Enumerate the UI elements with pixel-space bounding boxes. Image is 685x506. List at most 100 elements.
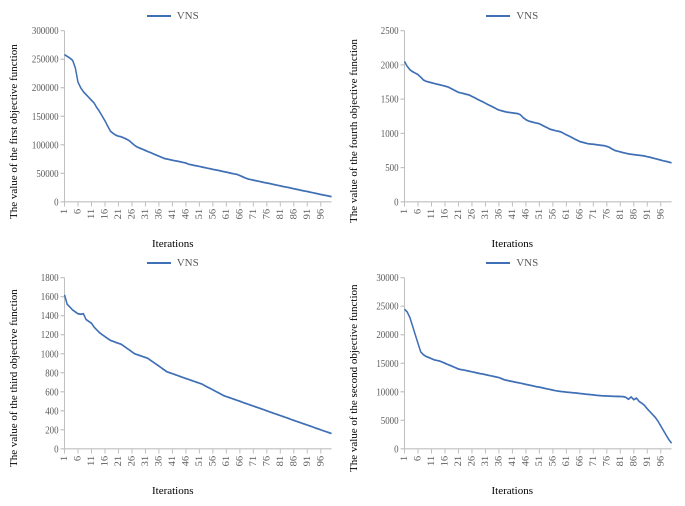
x-tick-label: 21: [114, 456, 124, 467]
x-tick-label: 36: [154, 209, 164, 220]
axis-lines: [65, 278, 332, 449]
y-tick-label: 100000: [32, 140, 59, 152]
y-tick-label: 400: [45, 406, 58, 418]
y-tick-label: 1000: [41, 349, 59, 361]
panel-second: VNS The value of the second objective fun…: [348, 255, 678, 498]
x-tick-label: 41: [507, 456, 517, 467]
x-tick-label: 56: [208, 209, 218, 220]
y-axis-title: The value of the second objective functi…: [348, 273, 361, 484]
x-tick-label: 41: [168, 456, 178, 467]
y-tick-label: 0: [54, 444, 59, 456]
series-line-vns: [404, 309, 671, 443]
plot-area: 0200400600800100012001400160018001611162…: [21, 273, 338, 484]
y-tick-label: 50000: [36, 168, 58, 180]
x-tick-label: 61: [561, 209, 571, 220]
x-tick-label: 31: [141, 456, 151, 467]
x-tick-label: 46: [521, 456, 531, 467]
y-tick-label: 800: [45, 368, 58, 380]
legend: VNS: [486, 8, 538, 24]
plot-area: 0500001000001500002000002500003000001611…: [21, 26, 338, 237]
x-tick-label: 16: [440, 456, 450, 467]
x-tick-label: 21: [453, 209, 463, 220]
x-tick-label: 71: [588, 209, 598, 220]
legend: VNS: [486, 255, 538, 271]
y-tick-label: 30000: [376, 273, 398, 284]
legend: VNS: [147, 255, 199, 271]
x-tick-label: 91: [642, 456, 652, 467]
y-tick-label: 10000: [376, 387, 398, 399]
y-tick-label: 1600: [41, 292, 59, 304]
panel-third: VNSThe value of the third objective func…: [8, 255, 338, 498]
x-tick-label: 36: [154, 456, 164, 467]
x-tick-label: 46: [181, 209, 191, 220]
x-tick-label: 71: [249, 209, 259, 220]
x-tick-label: 56: [548, 209, 558, 220]
plot-row: The value of the first objective functio…: [8, 26, 338, 237]
y-tick-label: 5000: [380, 415, 398, 427]
x-tick-label: 81: [276, 209, 286, 220]
y-tick-label: 1400: [41, 311, 59, 323]
x-tick-label: 66: [235, 209, 245, 220]
x-tick-label: 51: [195, 456, 205, 467]
x-tick-label: 21: [114, 209, 124, 220]
chart-svg: 0200400600800100012001400160018001611162…: [21, 273, 338, 484]
x-tick-label: 1: [399, 456, 409, 461]
x-tick-label: 66: [575, 456, 585, 467]
y-tick-label: 500: [385, 162, 398, 174]
x-tick-label: 1: [60, 209, 70, 214]
x-tick-label: 56: [208, 456, 218, 467]
series-line-vns: [65, 55, 332, 197]
x-tick-label: 11: [426, 209, 436, 219]
y-tick-label: 0: [394, 197, 399, 209]
x-tick-label: 66: [575, 209, 585, 220]
x-tick-label: 21: [453, 456, 463, 467]
y-tick-label: 1000: [380, 128, 398, 140]
x-tick-label: 86: [629, 456, 639, 467]
legend-label: VNS: [177, 257, 199, 269]
y-tick-label: 2000: [380, 60, 398, 72]
x-tick-label: 96: [656, 209, 666, 220]
x-tick-label: 11: [87, 456, 97, 466]
x-tick-label: 6: [73, 209, 83, 214]
legend-swatch: [147, 262, 171, 264]
y-tick-label: 15000: [376, 358, 398, 370]
chart-svg: 0500100015002000250016111621263136414651…: [361, 26, 678, 237]
x-tick-label: 56: [548, 456, 558, 467]
legend-label: VNS: [177, 10, 199, 22]
x-tick-label: 61: [222, 456, 232, 467]
x-tick-label: 91: [642, 209, 652, 220]
x-tick-label: 81: [615, 209, 625, 220]
y-tick-label: 600: [45, 387, 58, 399]
y-tick-label: 20000: [376, 330, 398, 342]
x-axis-title: Iterations: [152, 237, 194, 251]
legend: VNS: [147, 8, 199, 24]
y-tick-label: 150000: [32, 111, 59, 123]
x-tick-label: 31: [480, 456, 490, 467]
y-tick-label: 2500: [380, 26, 398, 37]
x-tick-label: 31: [141, 209, 151, 220]
x-tick-label: 46: [521, 209, 531, 220]
x-tick-label: 86: [629, 209, 639, 220]
panel-fourth: VNS The value of the fourth objective fun…: [348, 8, 678, 251]
x-tick-label: 71: [588, 456, 598, 467]
x-tick-label: 76: [262, 209, 272, 220]
y-tick-label: 25000: [376, 301, 398, 313]
y-axis-title: The value of the first objective functio…: [8, 26, 21, 237]
chart-grid: VNS The value of the first objective func…: [8, 8, 677, 498]
x-tick-label: 71: [249, 456, 259, 467]
x-tick-label: 26: [467, 209, 477, 220]
x-tick-label: 41: [507, 209, 517, 220]
x-tick-label: 36: [494, 456, 504, 467]
x-tick-label: 31: [480, 209, 490, 220]
x-tick-label: 6: [73, 456, 83, 461]
y-axis-title: The value of the fourth objective functi…: [348, 26, 361, 237]
y-tick-label: 250000: [32, 54, 59, 66]
plot-area: 0500100015002000250016111621263136414651…: [361, 26, 678, 237]
x-tick-label: 46: [181, 456, 191, 467]
legend-label: VNS: [516, 257, 538, 269]
x-tick-label: 96: [316, 209, 326, 220]
y-tick-label: 1200: [41, 330, 59, 342]
plot-row: The value of the second objective functi…: [348, 273, 678, 484]
x-tick-label: 81: [276, 456, 286, 467]
axis-lines: [404, 31, 671, 202]
